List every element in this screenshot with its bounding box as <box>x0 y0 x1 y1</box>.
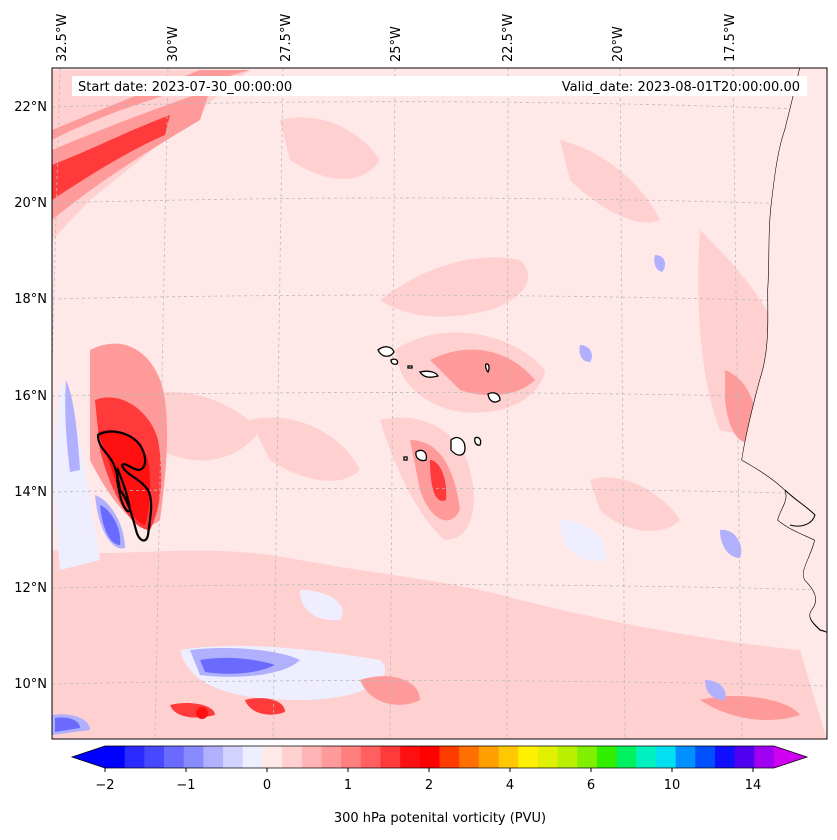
colorbar-ticks: −2 −1 0 1 2 4 6 10 14 <box>95 768 761 793</box>
colorbar-cell <box>360 746 381 768</box>
colorbar-cell <box>341 746 362 768</box>
very-strong-positive-areas <box>98 429 208 719</box>
lat-label: 14°N <box>14 485 47 500</box>
lon-label: 17.5°W <box>723 14 738 62</box>
colorbar-cell <box>321 746 342 768</box>
lat-label: 10°N <box>14 677 47 692</box>
latitude-labels: 22°N 20°N 18°N 16°N 14°N 12°N 10°N <box>14 100 47 692</box>
colorbar-tick-label: 14 <box>745 778 762 793</box>
colorbar-tick-label: 0 <box>263 778 271 793</box>
colorbar-cell <box>380 746 401 768</box>
colorbar-cell <box>183 746 204 768</box>
colorbar-cell <box>478 746 499 768</box>
colorbar-cell <box>419 746 440 768</box>
pv-field <box>52 68 827 739</box>
lat-label: 18°N <box>14 292 47 307</box>
colorbar-tick-label: −2 <box>95 778 114 793</box>
lat-label: 20°N <box>14 196 47 211</box>
colorbar-cell <box>577 746 598 768</box>
colorbar-cell <box>144 746 165 768</box>
date-label-box <box>72 76 807 96</box>
lon-label: 27.5°W <box>279 14 294 62</box>
medium-negative-areas <box>55 505 275 732</box>
colorbar-cell <box>557 746 578 768</box>
colorbar-cell <box>616 746 637 768</box>
cape-verde-islands <box>377 346 501 462</box>
medium-positive-areas <box>52 70 800 720</box>
colorbar-cells <box>105 746 775 768</box>
graticule <box>52 68 827 739</box>
lon-label: 22.5°W <box>501 14 516 62</box>
colorbar-cell <box>714 746 736 768</box>
map-frame <box>51 67 828 740</box>
colorbar-cell <box>164 746 185 768</box>
colorbar-cell <box>282 746 303 768</box>
lat-label: 12°N <box>14 581 47 596</box>
colorbar-cell <box>301 746 322 768</box>
colorbar-tick-label: −1 <box>176 778 195 793</box>
colorbar-cell <box>203 746 224 768</box>
colorbar: −2 −1 0 1 2 4 6 10 14 300 hPa potenital … <box>70 745 809 826</box>
lon-label: 32.5°W <box>55 14 70 62</box>
colorbar-extend-high <box>774 746 807 768</box>
colorbar-cell <box>675 746 696 768</box>
colorbar-cell <box>596 746 617 768</box>
colorbar-tick-label: 4 <box>506 778 514 793</box>
colorbar-cell <box>695 746 716 768</box>
colorbar-cell <box>498 746 519 768</box>
colorbar-cell <box>105 746 126 768</box>
pv-contour <box>96 430 153 542</box>
colorbar-cell <box>537 746 558 768</box>
colorbar-tick-label: 1 <box>344 778 352 793</box>
colorbar-cell <box>262 746 283 768</box>
longitude-labels: 32.5°W 30°W 27.5°W 25°W 22.5°W 20°W 17.5… <box>55 14 738 62</box>
colorbar-tick-label: 6 <box>587 778 595 793</box>
colorbar-cell <box>459 746 480 768</box>
colorbar-extend-low <box>72 746 105 768</box>
lon-label: 20°W <box>611 26 626 62</box>
africa-land <box>742 68 827 632</box>
start-date-label: Start date: 2023-07-30_00:00:00 <box>78 80 292 95</box>
valid-date-label: Valid_date: 2023-08-01T20:00:00.00 <box>562 80 800 95</box>
colorbar-cell <box>734 746 755 768</box>
gambia-river <box>784 489 816 527</box>
colorbar-cell <box>754 746 775 768</box>
lat-label: 16°N <box>14 389 47 404</box>
colorbar-tick-label: 2 <box>425 778 433 793</box>
colorbar-cell <box>655 746 677 768</box>
colorbar-label: 300 hPa potenital vorticity (PVU) <box>334 811 546 826</box>
colorbar-cell <box>439 746 460 768</box>
colorbar-cell <box>400 746 421 768</box>
colorbar-cell <box>518 746 539 768</box>
colorbar-tick-label: 10 <box>664 778 681 793</box>
lon-label: 30°W <box>166 26 181 62</box>
lon-label: 25°W <box>389 26 404 62</box>
colorbar-cell <box>636 746 657 768</box>
colorbar-cell <box>223 746 244 768</box>
lat-label: 22°N <box>14 100 47 115</box>
colorbar-cell <box>242 746 263 768</box>
weak-negative-areas <box>52 380 606 700</box>
colorbar-cell <box>124 746 145 768</box>
